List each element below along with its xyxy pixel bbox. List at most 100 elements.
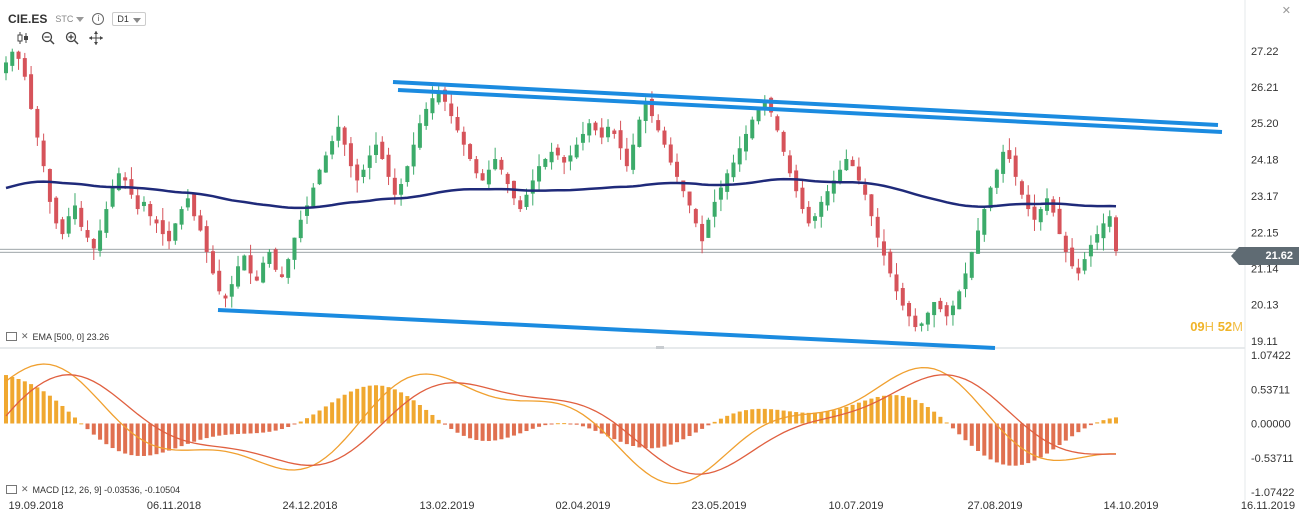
bar-countdown-timer: 09H 52M [1190, 319, 1243, 334]
macd-histogram-bar [110, 423, 115, 449]
macd-histogram-bar [10, 376, 15, 424]
macd-histogram-bar [474, 423, 479, 440]
macd-histogram-bar [938, 416, 943, 424]
macd-histogram-bar [838, 408, 843, 424]
candle-body [317, 169, 322, 185]
candle-body [668, 144, 673, 163]
macd-histogram-bar [574, 423, 579, 425]
candle-body [449, 103, 454, 117]
close-icon[interactable]: ✕ [1281, 5, 1291, 17]
candle-body [982, 209, 987, 235]
macd-histogram-bar [392, 389, 397, 424]
candle-body [254, 276, 259, 281]
candle-body [160, 220, 165, 235]
macd-histogram-bar [279, 423, 284, 430]
candle-body [712, 201, 717, 217]
macd-histogram-bar [530, 423, 535, 429]
candle-body [173, 223, 178, 241]
macd-histogram-bar [511, 423, 516, 436]
macd-histogram-bar [994, 423, 999, 463]
candle-body [374, 144, 378, 156]
candle-body [524, 194, 529, 207]
indicator-settings-icon[interactable] [6, 485, 17, 494]
candle-body [938, 300, 943, 310]
macd-histogram-bar [687, 423, 692, 437]
timeframe-label: D1 [117, 14, 129, 24]
macd-histogram-bar [693, 423, 698, 433]
macd-indicator-label: ✕ MACD [12, 26, 9] -0.03536, -0.10504 [6, 484, 180, 495]
candle-body [461, 131, 466, 145]
candle-body [549, 151, 554, 163]
candle-body [141, 201, 146, 207]
candle-body [116, 173, 121, 191]
macd-histogram-bar [367, 385, 372, 424]
macd-histogram-bar [204, 423, 209, 439]
candle-body [273, 249, 278, 270]
candle-body [612, 130, 617, 134]
candle-body [505, 173, 510, 185]
x-tick-label: 24.12.2018 [282, 500, 337, 512]
macd-histogram-bar [1095, 422, 1100, 424]
source-selector[interactable]: STC [55, 14, 85, 24]
macd-histogram-bar [79, 423, 84, 425]
indicator-settings-icon[interactable] [6, 332, 17, 341]
candle-body [1032, 206, 1037, 220]
candle-body [750, 119, 755, 139]
candle-body [900, 288, 905, 306]
zoom-out-icon[interactable] [41, 31, 55, 45]
macd-histogram-bar [449, 423, 454, 429]
candle-body [850, 159, 855, 167]
macd-histogram-bar [580, 423, 585, 427]
candle-body [775, 116, 780, 131]
macd-histogram-bar [292, 423, 297, 425]
macd-histogram-bar [794, 412, 799, 424]
macd-histogram-bar [800, 412, 805, 424]
macd-histogram-bar [104, 423, 109, 445]
symbol-label[interactable]: CIE.ES [8, 12, 48, 26]
info-icon[interactable]: i [92, 13, 105, 25]
timeframe-selector[interactable]: D1 [112, 12, 146, 26]
macd-label-text: MACD [12, 26, 9] -0.03536, -0.10504 [32, 484, 181, 495]
candle-body [869, 194, 874, 217]
pane-resize-handle [656, 346, 664, 349]
crosshair-icon[interactable] [89, 31, 103, 45]
candle-body [154, 219, 159, 224]
candle-body [888, 251, 893, 274]
macd-histogram-bar [480, 423, 485, 441]
candle-body [66, 216, 71, 234]
macd-histogram-bar [167, 423, 172, 451]
candle-body [424, 108, 429, 126]
macd-histogram-bar [662, 423, 667, 447]
macd-histogram-bar [154, 423, 159, 455]
candle-body [167, 230, 172, 242]
macd-histogram-bar [461, 423, 466, 436]
close-icon[interactable]: ✕ [21, 331, 29, 341]
zoom-in-icon[interactable] [65, 31, 79, 45]
x-tick-label: 23.05.2019 [691, 500, 746, 512]
candlestick-type-icon[interactable] [17, 31, 31, 45]
macd-histogram-bar [762, 408, 767, 424]
candle-body [1114, 217, 1118, 252]
macd-histogram-bar [1001, 423, 1006, 465]
macd-histogram-bar [242, 423, 247, 434]
macd-histogram-bar [863, 400, 868, 424]
macd-histogram-bar [430, 414, 435, 424]
macd-histogram-bar [587, 423, 592, 429]
macd-histogram-bar [173, 423, 178, 449]
y-tick-label-main: 24.18 [1251, 155, 1279, 167]
macd-histogram-bar [22, 381, 27, 424]
candle-body [1007, 150, 1012, 159]
macd-histogram-bar [944, 422, 949, 424]
current-price-tag: 21.62 [1231, 247, 1299, 265]
y-tick-label-main: 25.20 [1251, 118, 1279, 130]
candle-body [894, 274, 899, 292]
macd-histogram-bar [323, 406, 328, 424]
candle-body [762, 101, 767, 109]
candle-body [98, 230, 103, 251]
ema-indicator-label: ✕ EMA [500, 0] 23.26 [6, 331, 109, 342]
candle-body [662, 130, 667, 145]
close-icon[interactable]: ✕ [21, 484, 29, 494]
macd-histogram-bar [643, 423, 648, 449]
